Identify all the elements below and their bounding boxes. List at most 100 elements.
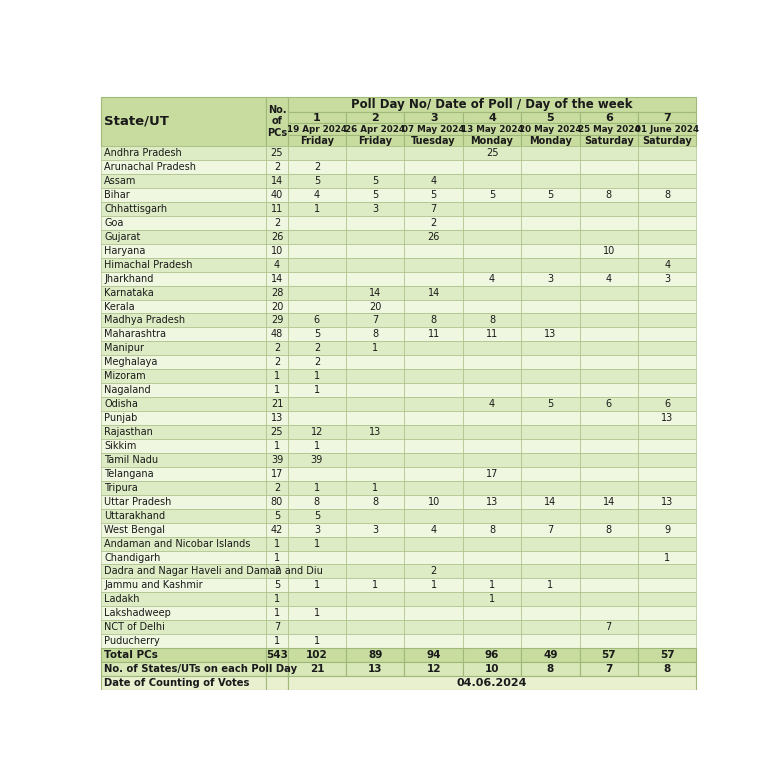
Bar	[405, 230, 463, 244]
Bar	[580, 508, 638, 522]
Text: 13: 13	[486, 497, 498, 507]
Bar	[463, 467, 521, 480]
Text: 1: 1	[372, 483, 378, 493]
Bar	[288, 112, 346, 123]
Bar	[346, 592, 405, 606]
Bar	[101, 634, 266, 648]
Bar	[266, 620, 288, 634]
Text: Karnataka: Karnataka	[104, 288, 154, 298]
Bar	[638, 272, 696, 285]
Bar	[463, 550, 521, 564]
Text: 14: 14	[271, 274, 283, 284]
Text: 13: 13	[370, 427, 381, 437]
Text: 2: 2	[274, 343, 280, 353]
Bar	[288, 397, 346, 411]
Text: 4: 4	[664, 260, 670, 270]
Bar	[638, 123, 696, 136]
Bar	[463, 188, 521, 202]
Text: 8: 8	[372, 329, 378, 339]
Text: Jammu and Kashmir: Jammu and Kashmir	[104, 580, 203, 591]
Text: 543: 543	[266, 650, 288, 660]
Bar	[346, 216, 405, 230]
Bar	[288, 272, 346, 285]
Text: 5: 5	[547, 190, 553, 200]
Text: 4: 4	[606, 274, 612, 284]
Text: 1: 1	[274, 608, 280, 618]
Bar	[580, 425, 638, 439]
Text: 7: 7	[430, 204, 436, 214]
Text: 57: 57	[660, 650, 675, 660]
Text: 1: 1	[314, 539, 320, 549]
Text: 3: 3	[372, 525, 378, 535]
Text: 4: 4	[430, 525, 436, 535]
Text: 8: 8	[664, 664, 671, 674]
Bar	[638, 480, 696, 494]
Text: 01 June 2024: 01 June 2024	[635, 125, 699, 134]
Text: 2: 2	[274, 218, 280, 228]
Bar	[346, 174, 405, 188]
Text: 25: 25	[485, 148, 498, 158]
Text: 5: 5	[314, 329, 320, 339]
Text: Manipur: Manipur	[104, 343, 144, 353]
Bar	[405, 508, 463, 522]
Bar	[266, 494, 288, 508]
Text: 1: 1	[314, 636, 320, 646]
Bar	[266, 313, 288, 327]
Text: 6: 6	[606, 399, 612, 409]
Text: 14: 14	[603, 497, 615, 507]
Bar	[288, 160, 346, 174]
Text: 1: 1	[314, 441, 320, 451]
Bar	[463, 397, 521, 411]
Bar	[580, 299, 638, 313]
Bar	[288, 188, 346, 202]
Bar	[580, 620, 638, 634]
Bar	[266, 299, 288, 313]
Bar	[405, 272, 463, 285]
Bar	[405, 662, 463, 676]
Bar	[266, 258, 288, 272]
Text: 1: 1	[430, 580, 436, 591]
Text: 8: 8	[606, 525, 612, 535]
Bar	[266, 383, 288, 397]
Bar	[346, 494, 405, 508]
Text: 2: 2	[274, 162, 280, 172]
Bar	[288, 230, 346, 244]
Text: 25: 25	[271, 148, 283, 158]
Bar	[266, 188, 288, 202]
Text: 7: 7	[547, 525, 553, 535]
Bar	[346, 299, 405, 313]
Text: Punjab: Punjab	[104, 413, 138, 423]
Bar	[346, 383, 405, 397]
Bar	[405, 299, 463, 313]
Bar	[580, 439, 638, 453]
Text: 12: 12	[310, 427, 323, 437]
Bar	[288, 313, 346, 327]
Bar	[101, 467, 266, 480]
Text: Chhattisgarh: Chhattisgarh	[104, 204, 167, 214]
Bar	[580, 272, 638, 285]
Bar	[580, 258, 638, 272]
Text: Maharashtra: Maharashtra	[104, 329, 166, 339]
Bar	[580, 369, 638, 383]
Bar	[521, 634, 580, 648]
Text: 1: 1	[489, 580, 495, 591]
Bar	[405, 606, 463, 620]
Text: 3: 3	[430, 112, 437, 122]
Bar	[346, 355, 405, 369]
Bar	[463, 620, 521, 634]
Bar	[638, 662, 696, 676]
Bar	[101, 146, 266, 160]
Bar	[463, 369, 521, 383]
Bar	[266, 606, 288, 620]
Text: 4: 4	[489, 274, 495, 284]
Bar	[405, 258, 463, 272]
Bar	[638, 285, 696, 299]
Bar	[101, 648, 266, 662]
Bar	[288, 508, 346, 522]
Bar	[580, 123, 638, 136]
Bar	[463, 341, 521, 355]
Text: 1: 1	[372, 580, 378, 591]
Bar	[101, 369, 266, 383]
Bar	[580, 411, 638, 425]
Bar	[101, 620, 266, 634]
